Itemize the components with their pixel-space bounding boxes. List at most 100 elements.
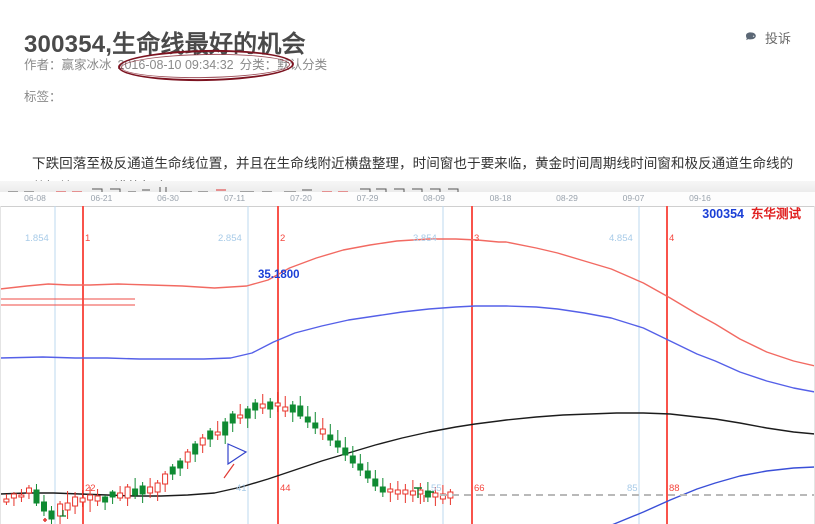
date-axis-tick: 08-09 (423, 193, 445, 203)
candle-body (319, 428, 326, 435)
cycle-line-top-label: 4.854 (609, 233, 633, 244)
candle-body (244, 408, 251, 419)
candle-body (109, 491, 116, 498)
candle-body (169, 466, 176, 475)
cycle-line-top-label: 3 (474, 233, 480, 244)
candle-body (10, 493, 17, 499)
candle-body (147, 486, 154, 494)
plot-left-edge (0, 206, 1, 524)
candle-body (214, 431, 221, 436)
date-axis-tick: 06-30 (157, 193, 179, 203)
candle-body (409, 490, 416, 496)
candle-body (102, 496, 109, 503)
cycle-line-bottom-label: 85 (627, 483, 638, 494)
complaint-megaphone-icon (744, 31, 759, 44)
page-title: 300354,生命线最好的机会 (24, 31, 306, 59)
candle-body (18, 494, 25, 498)
candle-body (289, 404, 296, 413)
chart-marker-glyphs (43, 443, 434, 522)
cycle-line-bottom-label: 55 (431, 483, 442, 494)
candle-body (259, 403, 266, 409)
candle-body (267, 401, 274, 410)
candle-body (379, 486, 386, 493)
complaint-label: 投诉 (764, 31, 791, 46)
candle-body (334, 440, 341, 448)
candle-body (64, 502, 71, 511)
candle-body (41, 501, 47, 512)
candle-body (26, 487, 32, 494)
candle-body (124, 486, 131, 499)
candle-body (229, 413, 236, 424)
chart-date-axis: 06-08 06-21 06-30 07-11 07-20 07-29 08-09 08-18… (0, 192, 815, 207)
candle-body (237, 414, 244, 419)
candle-body (207, 430, 214, 440)
category-label: 分类： (239, 58, 278, 72)
candle-body (312, 422, 319, 429)
chart-symbol-legend: 300354 东华测试 (702, 203, 801, 222)
cycle-line-bottom-label: 88 (669, 483, 680, 494)
chart-svg (0, 206, 815, 524)
candle-body (432, 492, 439, 498)
date-axis-tick: 07-20 (290, 193, 312, 203)
candle-body (33, 489, 40, 504)
candle-body (117, 492, 124, 499)
candle-body (402, 489, 409, 495)
candle-body (364, 470, 371, 479)
date-axis-tick: 08-29 (556, 193, 578, 203)
candle-body (222, 421, 229, 436)
candle-body (297, 405, 304, 417)
channel-line (612, 466, 815, 524)
tags-label: 标签： (24, 90, 62, 104)
candle-body (304, 416, 311, 423)
candle-body (184, 451, 191, 463)
symbol-name: 东华测试 (750, 207, 801, 221)
author-name[interactable]: 赢家冰冰 (61, 58, 112, 72)
symbol-code: 300354 (702, 207, 744, 221)
date-axis-tick: 08-18 (489, 193, 512, 203)
candle-body (154, 482, 161, 493)
candle-body (252, 402, 259, 411)
candle-body (132, 488, 139, 496)
candle-body (94, 495, 101, 502)
date-axis-tick: 06-21 (90, 193, 113, 203)
candle-body (394, 489, 401, 495)
stock-chart[interactable]: 06-08 06-21 06-30 07-11 07-20 07-29 08-09 08-18… (0, 181, 815, 524)
candle-body (3, 498, 10, 503)
candlestick-series (3, 392, 454, 524)
last-price-label: 35.1800 (258, 269, 300, 281)
cycle-line-bottom-label: 44 (280, 483, 291, 494)
candle-body (192, 443, 199, 455)
candle-body (349, 455, 356, 464)
reference-level-lines (0, 298, 135, 306)
date-axis-tick: 09-16 (689, 193, 711, 203)
complaint-button[interactable]: 投诉 (744, 28, 791, 47)
cycle-line-bottom-label: 66 (474, 483, 485, 494)
date-axis-tick: 07-29 (356, 193, 379, 203)
candle-body (48, 510, 55, 520)
candle-body (327, 434, 334, 441)
cycle-line-top-label: 3.854 (413, 233, 437, 244)
cycle-line-top-label: 1 (85, 233, 91, 244)
date-axis-tick: 09-07 (622, 193, 645, 203)
post-meta: 作者：赢家冰冰 2016-08-10 09:34:32 分类：默认分类 (24, 54, 327, 73)
category-name[interactable]: 默认分类 (277, 58, 328, 72)
candle-body (87, 494, 94, 501)
channel-bands (0, 238, 815, 524)
candle-body (387, 488, 394, 493)
candle-body (79, 497, 86, 503)
cycle-line-top-label: 4 (669, 233, 675, 244)
candle-body (139, 485, 146, 495)
post-date: 2016-08-10 09:34:32 (117, 58, 234, 72)
candle-body (424, 490, 431, 498)
candle-body (357, 463, 364, 471)
date-axis-tick: 06-08 (24, 193, 46, 203)
candle-body (72, 496, 79, 507)
chart-plot-area[interactable] (0, 206, 815, 524)
candle-body (162, 473, 169, 485)
cycle-vertical-lines (54, 206, 668, 524)
candle-body (282, 406, 289, 412)
toolbar-icons (8, 187, 459, 192)
candle-body (199, 437, 206, 446)
post-tags: 标签： (24, 86, 62, 105)
